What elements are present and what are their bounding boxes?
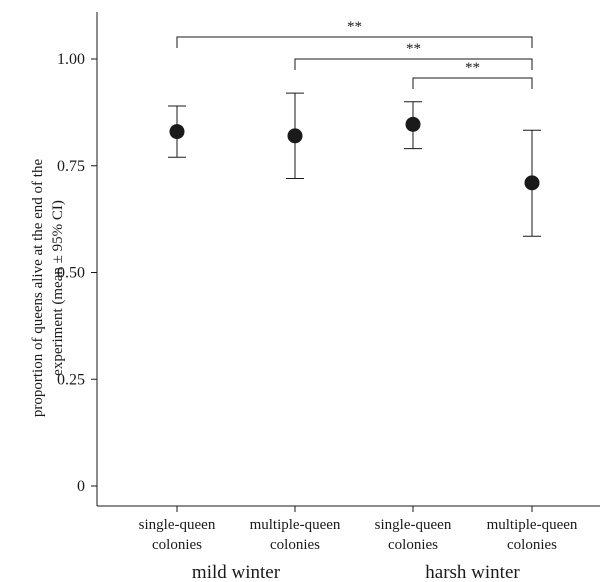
y-tick-label-3: 0.75: [57, 158, 85, 175]
x-category-label-2-line-1: single-queen: [375, 517, 452, 533]
group-labels: mild winter harsh winter: [192, 562, 520, 582]
group-label-1: harsh winter: [425, 562, 520, 582]
y-tick-label-4: 1.00: [57, 51, 85, 68]
significance-label-1: **: [406, 41, 421, 57]
x-category-label-1-line-2: colonies: [270, 537, 320, 553]
x-category-label-2-line-2: colonies: [388, 537, 438, 553]
axes: [96, 12, 600, 507]
mean-point-3: [524, 175, 540, 191]
significance-bracket-1: [294, 58, 533, 70]
y-axis-label: proportion of queens alive at the end of…: [30, 159, 66, 418]
y-tick-label-1: 0.25: [57, 371, 85, 388]
x-category-label-0-line-1: single-queen: [139, 517, 216, 533]
significance-label-2: **: [465, 60, 480, 76]
x-axis-categories: single-queen colonies multiple-queen coloni…: [139, 506, 578, 553]
y-axis-label-line-2: experiment (mean ± 95% CI): [50, 200, 66, 376]
significance-bracket-0: [176, 36, 533, 48]
mean-point-1: [287, 128, 303, 144]
significance-bracket-2: [412, 77, 533, 89]
x-category-label-1-line-1: multiple-queen: [250, 517, 341, 533]
mean-point-2: [405, 116, 421, 132]
significance-label-0: **: [347, 19, 362, 35]
y-tick-label-0: 0: [77, 478, 85, 495]
y-tick-label-2: 0.50: [57, 265, 85, 282]
y-axis-ticks: 0 0.25 0.50 0.75 1.00: [57, 51, 97, 495]
x-category-label-3-line-1: multiple-queen: [487, 517, 578, 533]
group-label-0: mild winter: [192, 562, 281, 582]
data-points: [168, 92, 541, 237]
y-axis-label-line-1: proportion of queens alive at the end of…: [30, 159, 46, 418]
mean-point-0: [169, 124, 185, 140]
significance-brackets: ** ** **: [176, 19, 533, 89]
x-category-label-0-line-2: colonies: [152, 537, 202, 553]
x-category-label-3-line-2: colonies: [507, 537, 557, 553]
